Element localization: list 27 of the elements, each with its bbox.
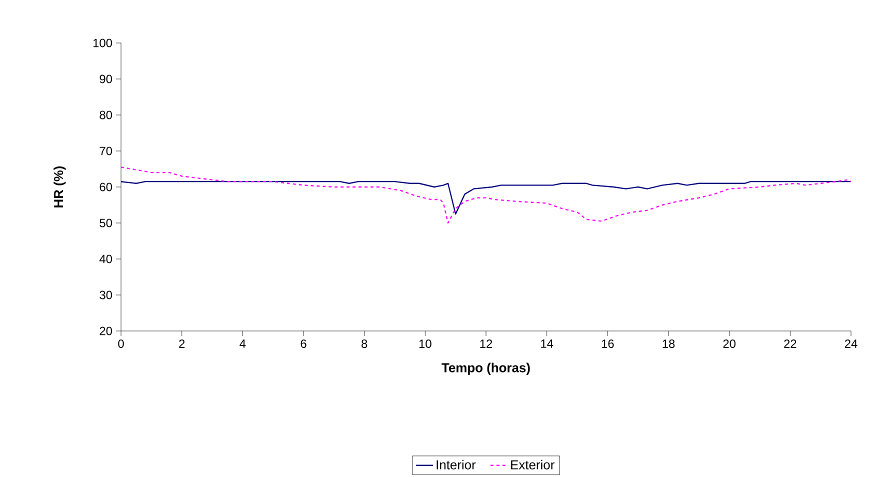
x-tick-label: 14 xyxy=(541,340,554,348)
x-tick-label: 4 xyxy=(240,340,246,348)
x-tick-label: 24 xyxy=(844,340,858,348)
y-tick-label: 50 xyxy=(100,218,112,228)
y-tick-label: 40 xyxy=(99,254,112,264)
x-tick-label: 0 xyxy=(118,340,124,348)
x-tick-label: 8 xyxy=(362,340,368,348)
y-axis-title: HR (%) xyxy=(54,166,66,208)
x-tick-label: 16 xyxy=(602,340,614,348)
y-tick-label: 20 xyxy=(100,326,112,336)
x-tick-label: 22 xyxy=(784,340,796,348)
x-tick-label: 6 xyxy=(300,340,306,348)
y-tick-label: 80 xyxy=(100,110,112,120)
y-tick-label: 60 xyxy=(100,182,112,192)
legend-label: Interior xyxy=(436,460,476,470)
x-tick-label: 2 xyxy=(179,340,185,348)
y-tick-label: 90 xyxy=(100,74,112,84)
line-series xyxy=(121,166,852,224)
y-tick-label: 70 xyxy=(100,146,112,156)
x-tick-label: 18 xyxy=(662,340,675,348)
x-tick-label: 12 xyxy=(480,340,492,348)
x-tick-label: 20 xyxy=(723,340,736,348)
x-tick-label: 10 xyxy=(419,340,432,348)
y-tick-label: 100 xyxy=(93,38,112,48)
y-tick-label: 30 xyxy=(100,290,112,300)
x-axis-title: Tempo (horas) xyxy=(442,362,530,375)
legend-label: Exterior xyxy=(511,460,554,470)
